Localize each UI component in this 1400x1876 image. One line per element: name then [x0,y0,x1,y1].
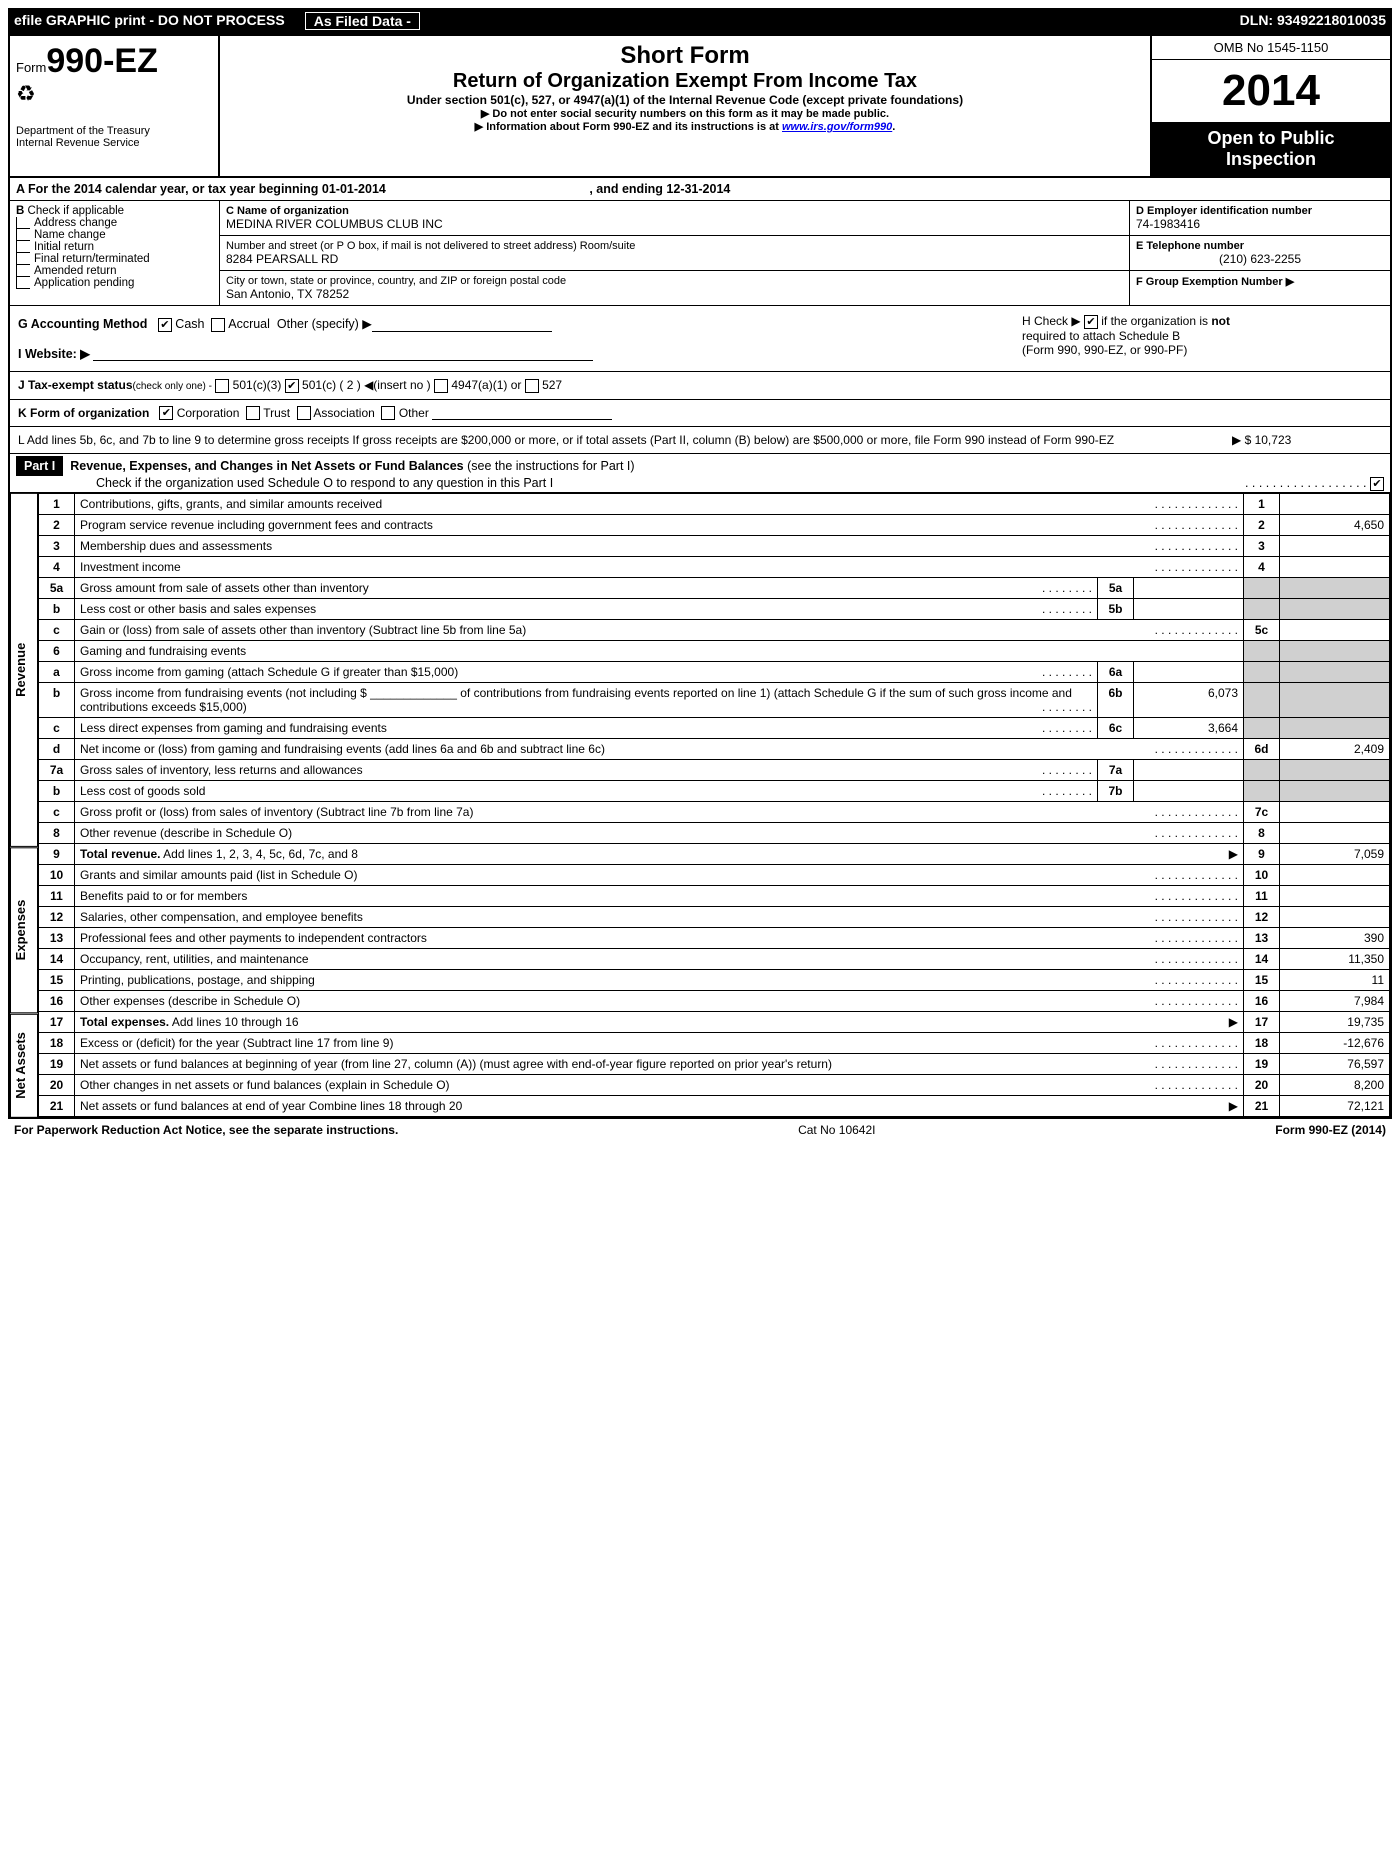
check-accrual[interactable] [211,318,225,332]
k-pre: K Form of organization [18,406,149,420]
form-prefix: Form [16,60,46,75]
label-final: Final return/terminated [34,253,150,265]
label-501c3: 501(c)(3) [233,378,282,392]
label-other-org: Other [399,406,429,420]
top-bar: efile GRAPHIC print - DO NOT PROCESS As … [8,8,1392,34]
label-527: 527 [542,378,562,392]
check-527[interactable] [525,379,539,393]
label-initial: Initial return [34,241,94,253]
check-schedule-o[interactable]: ✔ [1370,477,1384,491]
check-final[interactable] [16,253,30,265]
tax-year: 2014 [1152,60,1390,122]
check-address[interactable] [16,217,30,229]
phone-val: (210) 623-2255 [1136,252,1384,266]
row-a: A For the 2014 calendar year, or tax yea… [10,178,1390,201]
l-text: L Add lines 5b, 6c, and 7b to line 9 to … [18,433,1232,447]
check-4947[interactable] [434,379,448,393]
footer-mid: Cat No 10642I [798,1123,875,1137]
l-arrow: ▶ [1232,433,1241,447]
dept-irs: Internal Revenue Service [16,137,212,149]
label-amended: Amended return [34,265,116,277]
label-4947: 4947(a)(1) or [451,378,521,392]
label-accrual: Accrual [228,317,270,331]
check-trust[interactable] [246,406,260,420]
h-pre: H Check ▶ [1022,314,1081,328]
check-501c[interactable]: ✔ [285,379,299,393]
j-note: (check only one) - [133,381,212,392]
label-501c: 501(c) ( 2 ) ◀(insert no ) [302,378,431,392]
row-a-pre: A For the 2014 calendar year, or tax yea… [16,182,386,196]
other-method-fill[interactable] [372,331,552,332]
street-val: 8284 PEARSALL RD [226,252,1123,266]
f-label: F Group Exemption Number ▶ [1136,275,1384,288]
h-line3: (Form 990, 990-EZ, or 990-PF) [1022,343,1187,357]
part1-label: Part I [16,456,63,476]
g-label: G Accounting Method [18,317,147,331]
col-b-head: B [16,205,24,217]
dept-treasury: Department of the Treasury [16,125,212,137]
j-pre: J Tax-exempt status [18,378,133,392]
label-address-change: Address change [34,217,117,229]
check-cash[interactable]: ✔ [158,318,172,332]
lines-table: 1 Contributions, gifts, grants, and simi… [38,493,1390,1117]
open-public-2: Inspection [1158,149,1384,170]
topbar-mid: As Filed Data - [305,12,420,30]
ein-val: 74-1983416 [1136,217,1384,231]
check-amended[interactable] [16,265,30,277]
open-public-1: Open to Public [1158,128,1384,149]
label-cash: Cash [175,317,204,331]
h-post: if the organization is [1101,314,1208,328]
row-a-post: , and ending 12-31-2014 [589,182,730,196]
website-fill[interactable] [93,360,593,361]
h-line2: required to attach Schedule B [1022,329,1180,343]
part1-sub: Check if the organization used Schedule … [96,476,553,490]
check-other-org[interactable] [381,406,395,420]
org-name: MEDINA RIVER COLUMBUS CLUB INC [226,217,1123,231]
note-info-pre: ▶ Information about Form 990-EZ and its … [475,121,782,133]
check-pending[interactable] [16,277,30,289]
street-label: Number and street (or P O box, if mail i… [226,240,1123,252]
part1-title: Revenue, Expenses, and Changes in Net As… [70,459,463,473]
label-assoc: Association [313,406,374,420]
check-h[interactable]: ✔ [1084,315,1098,329]
c-label: C Name of organization [226,205,1123,217]
recycle-icon: ♻ [16,81,212,107]
check-name[interactable] [16,229,30,241]
check-assoc[interactable] [297,406,311,420]
label-corp: Corporation [177,406,240,420]
note-info: ▶ Information about Form 990-EZ and its … [226,120,1144,133]
topbar-right: DLN: 93492218010035 [1240,12,1386,30]
title-short-form: Short Form [226,42,1144,70]
label-pending: Application pending [34,277,134,289]
check-501c3[interactable] [215,379,229,393]
i-label: I Website: ▶ [18,347,90,361]
subtitle: Under section 501(c), 527, or 4947(a)(1)… [226,93,1144,107]
h-not: not [1211,314,1230,328]
footer-right: Form 990-EZ (2014) [1275,1123,1386,1137]
check-corp[interactable]: ✔ [159,406,173,420]
side-expenses: Expenses [10,847,38,1013]
topbar-left: efile GRAPHIC print - DO NOT PROCESS [14,12,285,30]
other-org-fill[interactable] [432,419,612,420]
e-label: E Telephone number [1136,240,1384,252]
col-b-head2: Check if applicable [28,205,125,217]
omb-number: OMB No 1545-1150 [1152,36,1390,60]
form-number: 990-EZ [46,42,158,80]
l-amount: $ 10,723 [1245,433,1292,447]
city-label: City or town, state or province, country… [226,275,1123,287]
note-ssn: ▶ Do not enter social security numbers o… [226,107,1144,120]
side-revenue: Revenue [10,493,38,847]
check-initial[interactable] [16,241,30,253]
footer-left: For Paperwork Reduction Act Notice, see … [14,1123,398,1137]
part1-note: (see the instructions for Part I) [467,459,634,473]
title-return: Return of Organization Exempt From Incom… [226,70,1144,93]
note-info-post: . [892,121,895,133]
city-val: San Antonio, TX 78252 [226,287,1123,301]
irs-link[interactable]: www.irs.gov/form990 [782,121,892,133]
label-other-method: Other (specify) ▶ [277,317,372,331]
d-label: D Employer identification number [1136,205,1384,217]
label-trust: Trust [263,406,290,420]
label-name-change: Name change [34,229,106,241]
side-netassets: Net Assets [10,1014,38,1118]
